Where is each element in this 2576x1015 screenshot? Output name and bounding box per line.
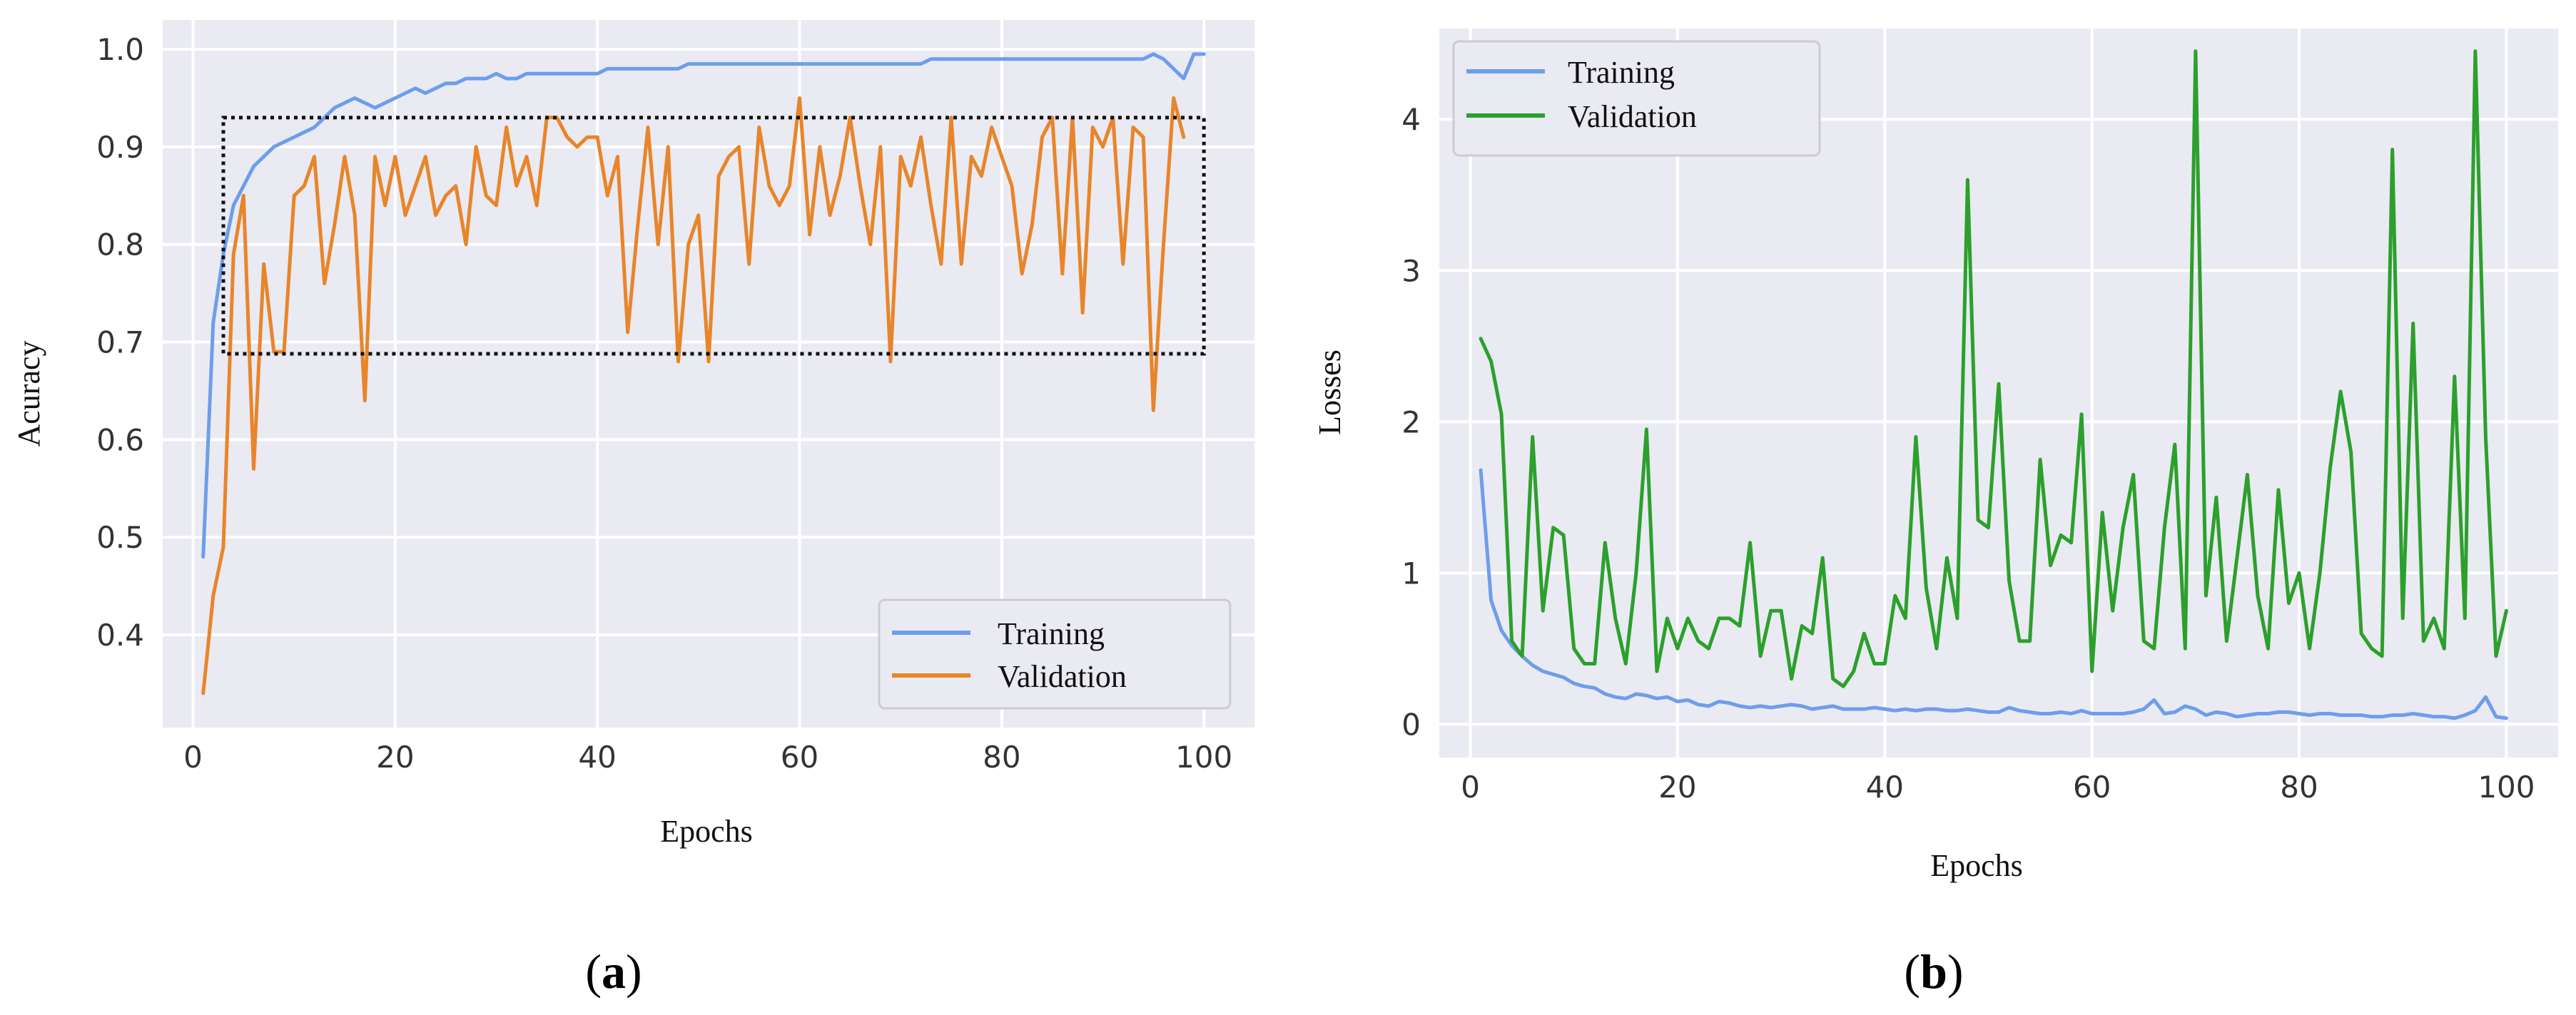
x-tick-label: 20 — [1658, 770, 1696, 805]
series-line-validation-a — [201, 96, 1186, 695]
x-axis-label-b: Epochs — [1930, 848, 2023, 883]
annotation-box-a — [221, 116, 1206, 356]
legend-label-validation-a: Validation — [998, 659, 1127, 694]
legend-b: Training Validation — [1452, 40, 1821, 157]
y-tick-label: 0.5 — [96, 520, 144, 555]
x-axis-label-a: Epochs — [660, 814, 753, 849]
y-tick-label: 0.9 — [96, 130, 144, 165]
chart-a: 0 20 40 60 80 100 0.4 0.5 0.6 0.7 0.8 0.9 1.0 Epoch… — [11, 20, 1254, 999]
x-tick-label: 40 — [578, 740, 616, 775]
legend-label-training-a: Training — [998, 616, 1105, 651]
legend-label-validation-b: Validation — [1568, 99, 1697, 134]
x-tick-label: 80 — [983, 740, 1020, 775]
y-tick-label: 3 — [1401, 253, 1421, 288]
x-tick-label: 100 — [1175, 740, 1232, 775]
panel-letter-b: b — [1920, 944, 1947, 999]
y-tick-label: 4 — [1401, 102, 1421, 137]
y-tick-label: 0.8 — [96, 228, 144, 262]
y-tick-label: 1 — [1401, 556, 1421, 591]
y-tick-label: 0.6 — [96, 422, 144, 457]
x-tick-label: 100 — [2478, 770, 2535, 805]
legend-a: Training Validation — [878, 598, 1232, 710]
x-tick-label: 0 — [1461, 770, 1480, 805]
x-tick-label: 20 — [376, 740, 414, 775]
x-tick-label: 0 — [183, 740, 203, 775]
chart-b: 0 20 40 60 80 100 0 1 2 3 4 Epochs Losses Trainin… — [1312, 29, 2558, 999]
x-ticks-b: 0 20 40 60 80 100 — [1461, 770, 2535, 805]
series-line-validation-b — [1479, 49, 2508, 688]
series-lines-a — [201, 52, 1206, 695]
x-tick-label: 80 — [2280, 770, 2318, 805]
y-tick-label: 0.7 — [96, 325, 144, 360]
panel-caption-a: (a) — [585, 944, 642, 999]
x-tick-label: 60 — [2073, 770, 2111, 805]
x-ticks-a: 0 20 40 60 80 100 — [183, 740, 1232, 775]
y-axis-label-b: Losses — [1312, 350, 1347, 435]
y-tick-label: 1.0 — [96, 32, 144, 67]
series-line-training-a — [201, 52, 1206, 559]
y-axis-label-a: Acuracy — [11, 340, 46, 447]
y-tick-label: 0 — [1401, 707, 1421, 742]
panel-caption-b: (b) — [1904, 944, 1963, 999]
legend-box-a — [878, 598, 1232, 710]
y-ticks-a: 0.4 0.5 0.6 0.7 0.8 0.9 1.0 — [96, 32, 144, 653]
legend-label-training-b: Training — [1568, 55, 1675, 90]
x-tick-label: 40 — [1866, 770, 1904, 805]
y-tick-label: 2 — [1401, 404, 1421, 439]
series-line-training-b — [1479, 468, 2508, 720]
y-ticks-b: 0 1 2 3 4 — [1401, 102, 1421, 742]
x-tick-label: 60 — [781, 740, 818, 775]
panel-letter-a: a — [602, 944, 626, 999]
y-tick-label: 0.4 — [96, 618, 144, 653]
series-lines-b — [1479, 49, 2508, 720]
legend-box-b — [1452, 40, 1821, 157]
